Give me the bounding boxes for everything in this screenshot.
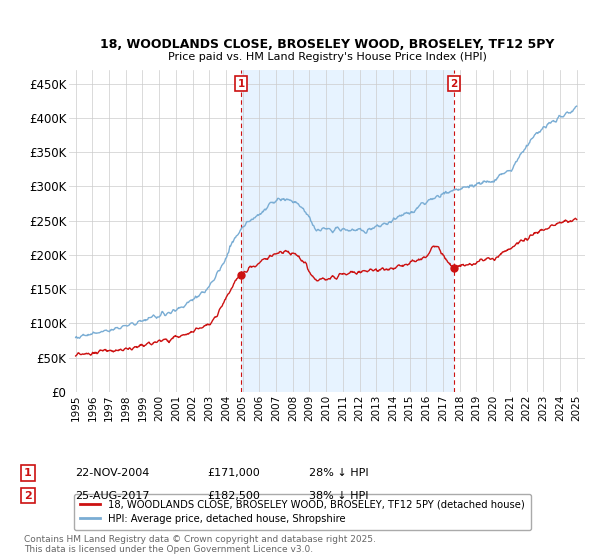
Text: Contains HM Land Registry data © Crown copyright and database right 2025.
This d: Contains HM Land Registry data © Crown c… (24, 535, 376, 554)
Bar (241, 70, 454, 392)
Text: 22-NOV-2004: 22-NOV-2004 (75, 468, 149, 478)
Text: 1: 1 (238, 79, 245, 88)
Text: 1: 1 (24, 468, 32, 478)
Legend: 18, WOODLANDS CLOSE, BROSELEY WOOD, BROSELEY, TF12 5PY (detached house), HPI: Av: 18, WOODLANDS CLOSE, BROSELEY WOOD, BROS… (74, 493, 531, 530)
Text: 28% ↓ HPI: 28% ↓ HPI (309, 468, 368, 478)
Text: 2: 2 (24, 491, 32, 501)
Text: 2: 2 (450, 79, 458, 88)
Title: 18, WOODLANDS CLOSE, BROSELEY WOOD, BROSELEY, TF12 5PY: 18, WOODLANDS CLOSE, BROSELEY WOOD, BROS… (100, 38, 554, 51)
Text: Price paid vs. HM Land Registry's House Price Index (HPI): Price paid vs. HM Land Registry's House … (167, 52, 487, 62)
Text: £182,500: £182,500 (207, 491, 260, 501)
Text: £171,000: £171,000 (207, 468, 260, 478)
Text: 38% ↓ HPI: 38% ↓ HPI (309, 491, 368, 501)
Text: 25-AUG-2017: 25-AUG-2017 (75, 491, 149, 501)
